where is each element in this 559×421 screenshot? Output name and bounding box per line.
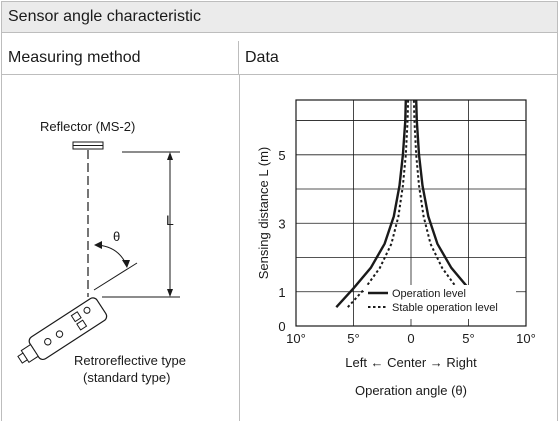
sensor-head-icon <box>17 297 108 364</box>
series-1-right-curve <box>412 99 476 308</box>
x-axis-label: Operation angle (θ) <box>355 383 467 398</box>
table-gap <box>1 33 558 41</box>
dimension-arrow-bottom <box>167 289 173 297</box>
angle-arrow-left <box>94 241 102 249</box>
x-tick-label: 10° <box>516 331 536 346</box>
angle-arc <box>97 244 127 265</box>
measuring-method-diagram: Reflector (MS-2) L θ <box>17 119 186 385</box>
header-data: Data <box>239 41 557 74</box>
y-axis-label: Sensing distance L (m) <box>256 147 271 279</box>
table-body-row: Reflector (MS-2) L θ <box>1 75 558 421</box>
table-title-row: Sensor angle characteristic <box>1 1 558 33</box>
x-tick-label: 10° <box>286 331 306 346</box>
y-tick-label: 1 <box>278 285 285 300</box>
angle-label: θ <box>113 229 120 244</box>
y-tick-label: 5 <box>278 148 285 163</box>
x-tick-label: 5° <box>347 331 359 346</box>
x-tick-label: 5° <box>462 331 474 346</box>
series-0-left-curve <box>335 99 407 309</box>
chart-curves <box>335 99 487 309</box>
distance-label: L <box>166 212 174 228</box>
table-title: Sensor angle characteristic <box>8 8 201 25</box>
series-1-left-curve <box>347 99 410 308</box>
legend-label-0: Operation level <box>392 288 466 300</box>
x-tick-label: 0 <box>407 331 414 346</box>
reflector-label: Reflector (MS-2) <box>40 119 135 134</box>
angle-arrow-right <box>122 260 130 268</box>
header-measuring-method: Measuring method <box>2 41 239 74</box>
column-divider <box>239 75 240 421</box>
sensor-label-line1: Retroreflective type <box>74 353 186 368</box>
y-tick-label: 3 <box>278 216 285 231</box>
header-data-label: Data <box>245 49 279 66</box>
plot-frame <box>295 99 527 327</box>
x-direction-label: Left ← Center → Right <box>345 355 477 370</box>
sensor-label-line2: (standard type) <box>83 370 170 385</box>
series-0-right-curve <box>415 99 487 309</box>
y-tick-label: 0 <box>278 319 285 334</box>
table-header-row: Measuring method Data <box>1 41 558 75</box>
tilt-line <box>93 262 138 291</box>
dimension-arrow-top <box>167 152 173 160</box>
chart-legend: Operation level Stable operation level <box>364 285 516 319</box>
header-measuring-method-label: Measuring method <box>8 49 141 66</box>
legend-background <box>364 285 516 319</box>
legend-label-1: Stable operation level <box>392 302 498 314</box>
